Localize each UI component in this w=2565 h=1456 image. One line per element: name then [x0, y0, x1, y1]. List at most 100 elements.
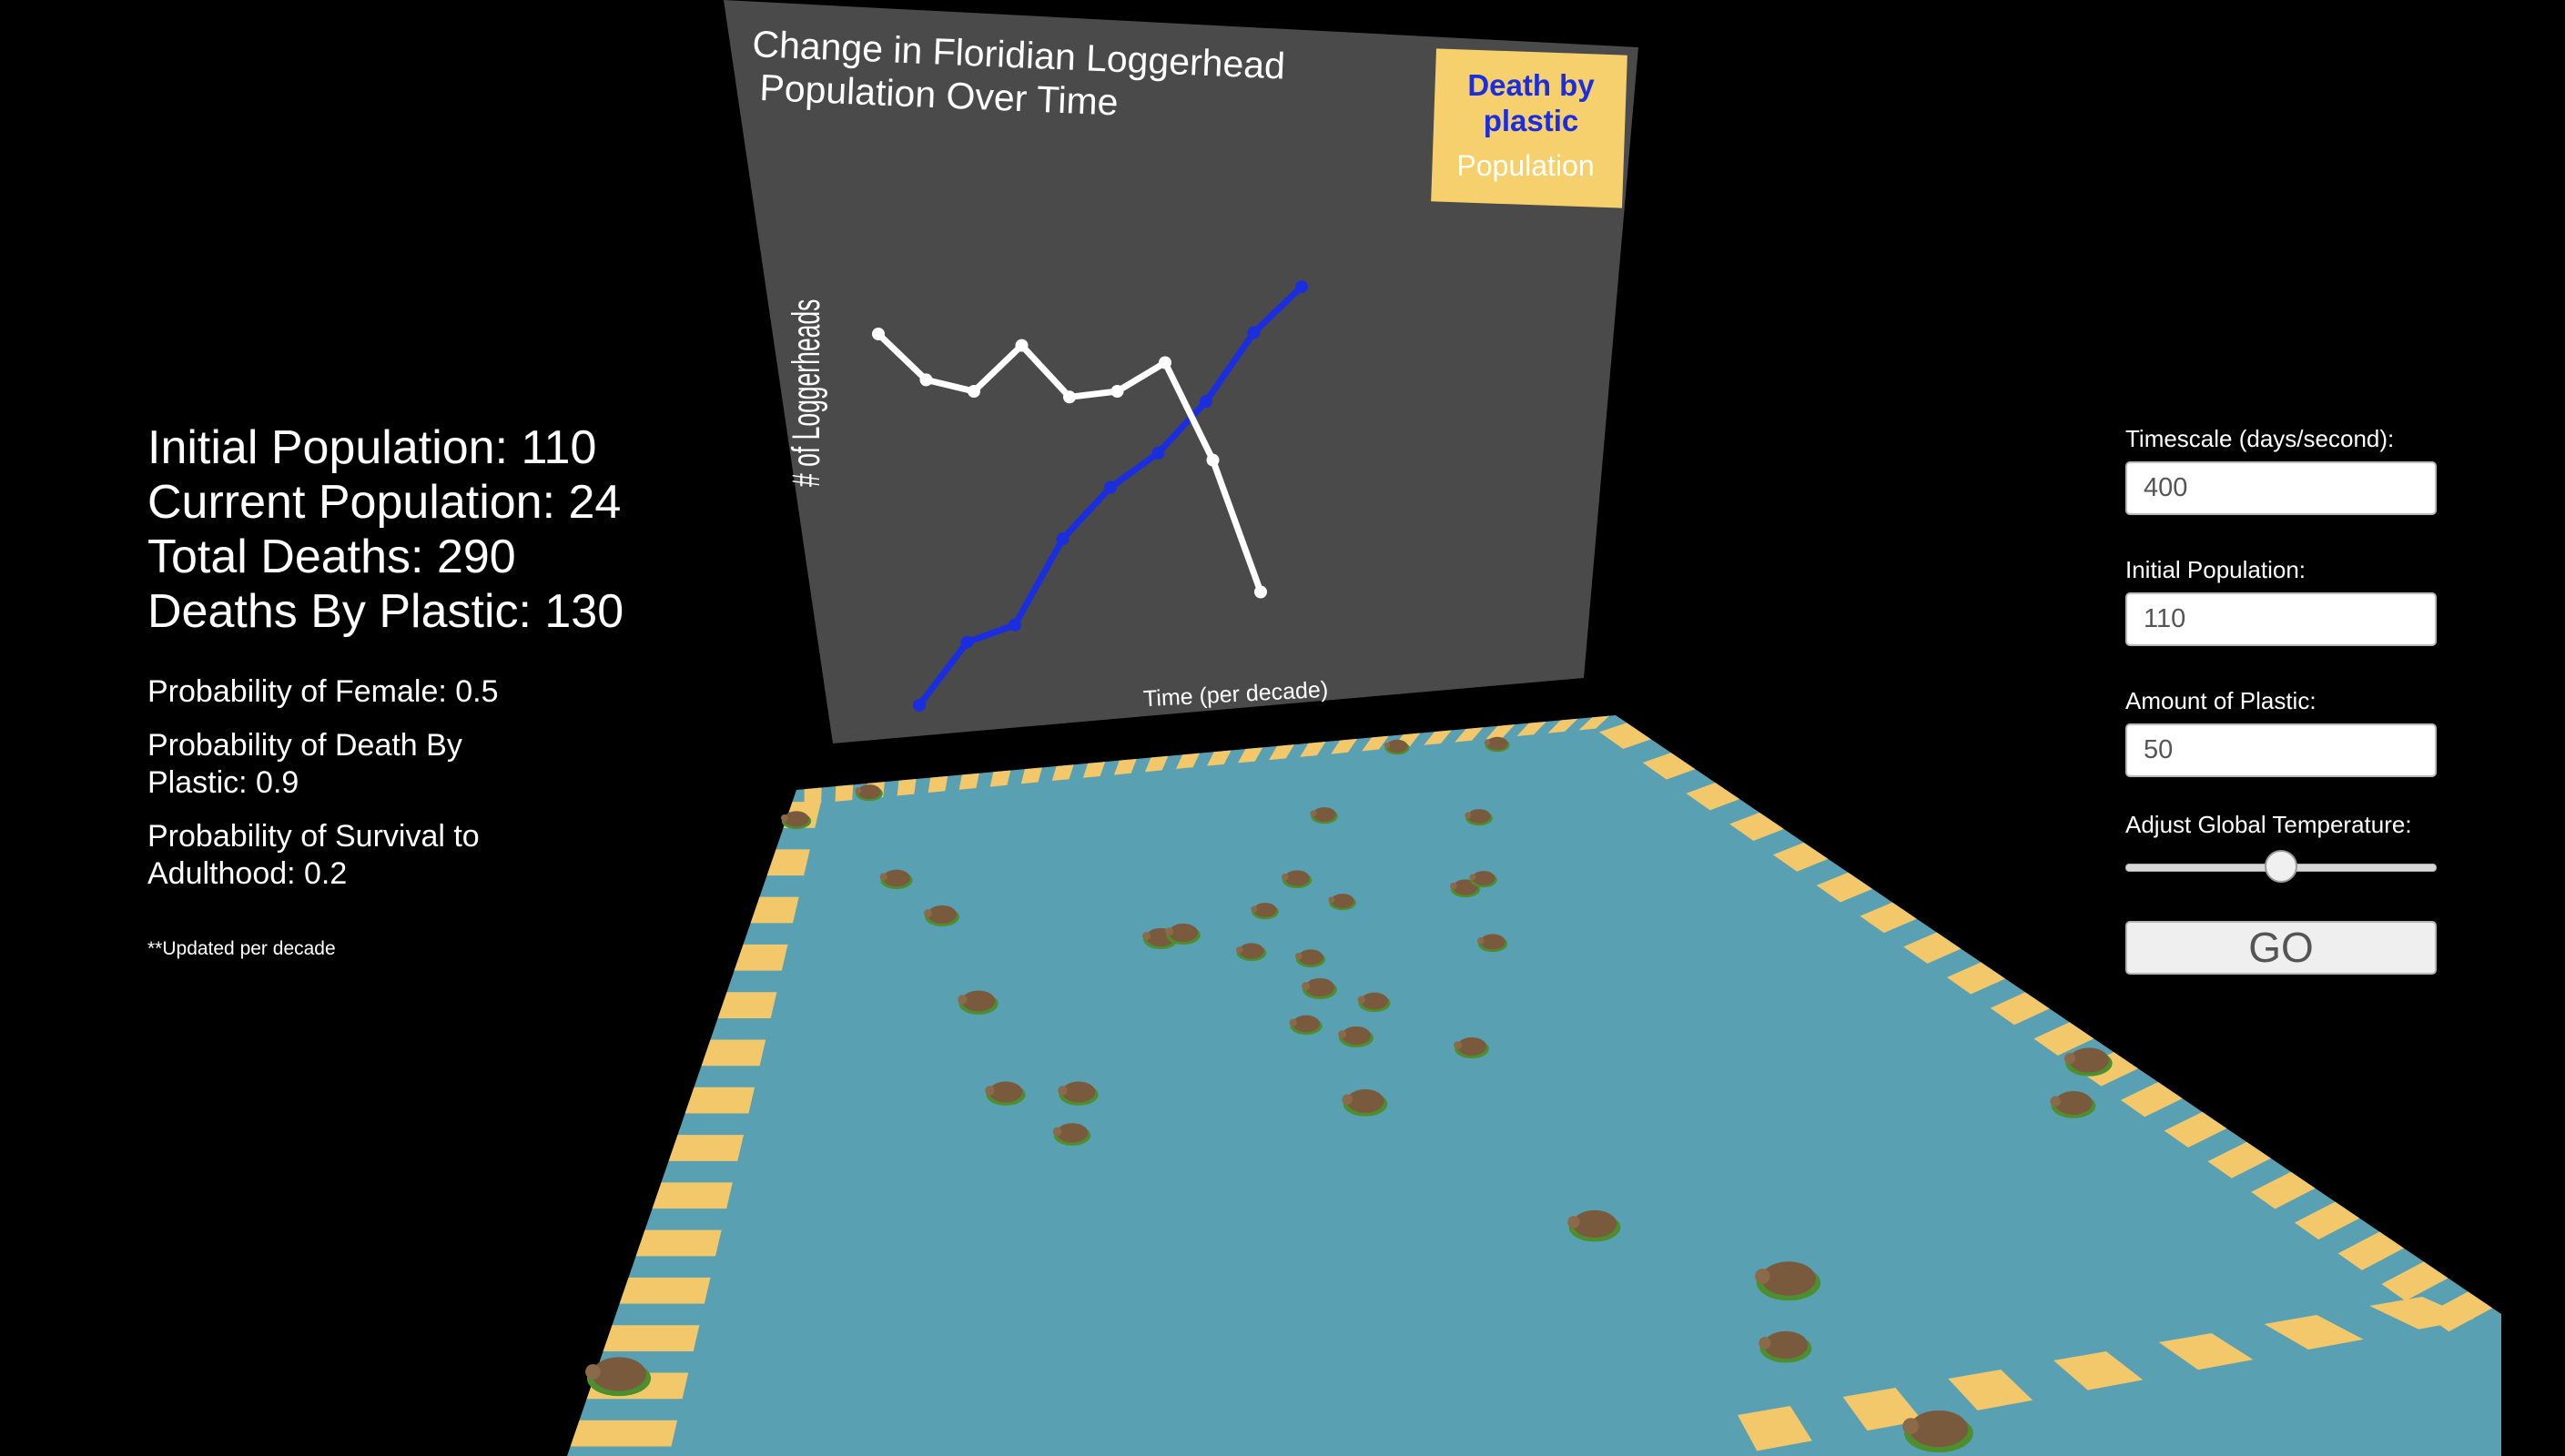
turtle-head [1251, 905, 1258, 913]
turtle-head [1235, 945, 1243, 954]
turtle-shell [1341, 1026, 1372, 1046]
series-point-population [968, 385, 980, 398]
stats-panel: Initial Population: 110 Current Populati… [147, 420, 624, 960]
deaths-by-plastic-text: Deaths By Plastic: 130 [147, 585, 624, 638]
floor-stripe [989, 770, 1011, 787]
floor-stripe [1020, 767, 1042, 784]
floor-stripe [619, 1277, 711, 1304]
initial-population-text: Initial Population: 110 [147, 421, 597, 474]
turtle-shell [1467, 809, 1491, 824]
floor-stripe [1113, 758, 1137, 775]
turtle-layer [585, 736, 2113, 1453]
turtle-head [1449, 882, 1457, 890]
floor-stripe [1860, 902, 1917, 934]
floor-stripe [2381, 1261, 2448, 1301]
prob-survival-text: Probability of Survival to Adulthood: 0.… [147, 819, 480, 891]
turtle-shell [1331, 894, 1354, 908]
turtle-shell [1346, 1089, 1384, 1113]
go-button[interactable]: GO [2125, 921, 2437, 975]
turtle-head [1902, 1418, 1920, 1435]
floor-stripe [897, 779, 917, 796]
turtle-shell [1304, 977, 1335, 997]
turtle-head [1454, 1041, 1463, 1050]
turtle-shell [784, 811, 809, 827]
floor-stripe [2120, 1082, 2183, 1117]
simulation-floor [567, 715, 2501, 1456]
turtle-shell [1293, 1015, 1320, 1033]
floor-stripe [1948, 1370, 2033, 1410]
floor-stripe [1082, 762, 1106, 778]
floor-stripe [1772, 842, 1829, 872]
floor-stripe [1598, 723, 1651, 749]
turtle-head [1310, 810, 1317, 817]
floor-stripe [2164, 1111, 2227, 1148]
update-note: **Updated per decade [147, 938, 336, 959]
temperature-slider-thumb[interactable] [2265, 850, 2297, 883]
turtle-head [1465, 812, 1472, 819]
series-point-population [1015, 339, 1029, 352]
turtle-shell [1239, 943, 1264, 959]
turtle-shell [1168, 923, 1199, 943]
floor-stripe [2207, 1141, 2272, 1178]
initial-population-label: Initial Population: [2125, 556, 2306, 583]
floor-stripe [804, 787, 822, 805]
turtle-head [780, 814, 788, 822]
turtle-shell [1761, 1261, 1816, 1296]
turtle-shell [1386, 739, 1408, 753]
series-point-death-by-plastic [1295, 280, 1308, 294]
turtle-head [1384, 742, 1391, 749]
timescale-label: Timescale (days/second): [2125, 425, 2395, 452]
floor-stripe [1331, 738, 1358, 754]
turtle-head [1476, 936, 1485, 945]
floor-stripe [734, 944, 788, 971]
floor-stripe [2264, 1315, 2364, 1350]
series-point-population [1063, 390, 1076, 404]
turtle-shell [1061, 1081, 1096, 1103]
legend-entry-population: Population [1456, 149, 1594, 182]
turtle-shell [1909, 1410, 1969, 1448]
chart-legend-box [1431, 48, 1627, 208]
turtle-shell [1456, 1036, 1487, 1057]
turtle-head [855, 787, 862, 794]
turtle-head [1289, 1018, 1297, 1026]
temperature-slider[interactable] [2125, 848, 2437, 885]
turtle-shell [1253, 903, 1277, 917]
floor-stripe [1946, 962, 2006, 995]
floor-stripe [1455, 727, 1484, 743]
floor-stripe [958, 773, 979, 790]
floor-stripe [2337, 1231, 2404, 1270]
series-point-population [872, 328, 885, 340]
turtle-shell [592, 1357, 646, 1391]
controls-panel: Timescale (days/second): Initial Populat… [2125, 424, 2437, 975]
floor-stripe [1175, 753, 1201, 769]
floor-stripe [1207, 750, 1232, 766]
floor-stripe [928, 775, 948, 794]
floor-stripe [2294, 1201, 2360, 1240]
floor-stripe [2369, 1297, 2474, 1330]
turtle-head [958, 995, 968, 1005]
floor-stripe [835, 784, 854, 802]
series-point-death-by-plastic [1200, 395, 1212, 409]
amount-of-plastic-input[interactable] [2125, 723, 2437, 777]
turtle-shell [2054, 1091, 2093, 1115]
series-point-death-by-plastic [913, 699, 926, 712]
turtle-shell [1298, 949, 1323, 966]
floor-stripe [717, 992, 777, 1018]
floor-stripe [2033, 1022, 2094, 1056]
turtle-shell [961, 990, 996, 1012]
turtle-head [1294, 952, 1303, 960]
timescale-input[interactable] [2125, 461, 2437, 515]
floor-stripe [684, 1087, 755, 1114]
turtle-head [1342, 1094, 1353, 1105]
turtle-shell [988, 1081, 1023, 1103]
floor-stripe [2158, 1333, 2254, 1370]
initial-population-input[interactable] [2125, 592, 2437, 646]
turtle-shell [1486, 736, 1508, 751]
series-point-population [1110, 385, 1124, 398]
turtle-shell [1313, 807, 1336, 822]
turtle-shell [2069, 1047, 2109, 1073]
prob-female-text: Probability of Female: 0.5 [147, 674, 499, 709]
floor-stripe [1816, 872, 1873, 903]
legend-entry-plastic-line2: plastic [1484, 104, 1579, 137]
series-point-population [919, 373, 933, 387]
